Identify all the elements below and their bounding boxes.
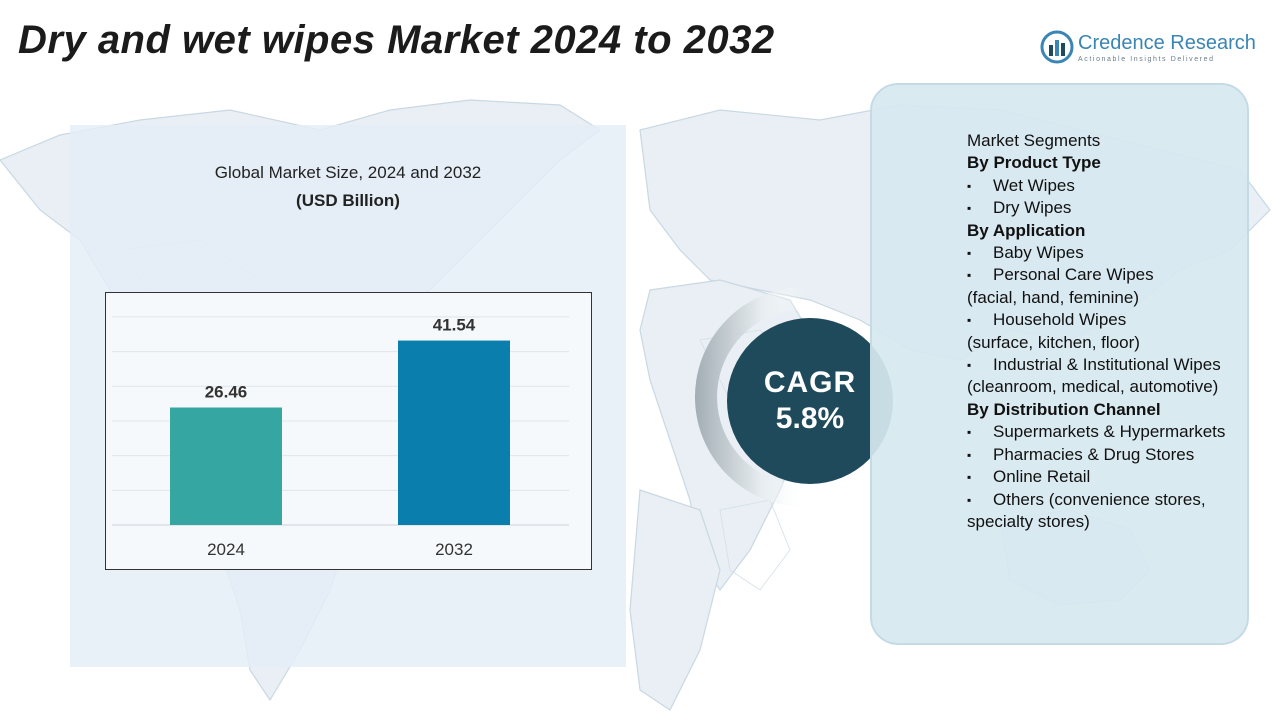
bullet-icon: ▪ — [967, 358, 972, 373]
segment-item-label: Others (convenience stores, specialty st… — [967, 489, 1206, 531]
bar-2024 — [170, 407, 282, 525]
cagr-badge: CAGR 5.8% — [727, 318, 893, 484]
segment-group-title: By Application — [967, 220, 1086, 240]
x-tick-label-2024: 2024 — [207, 540, 245, 559]
segments-list: Market Segments By Product Type ▪ Wet Wipe… — [967, 130, 1249, 533]
segment-item: ▪ Others (convenience stores, specialty s… — [967, 489, 1249, 534]
cagr-label: CAGR — [763, 366, 857, 399]
brand[interactable]: Credence Research Actionable Insights De… — [1040, 30, 1260, 70]
segment-item-label: Wet Wipes — [993, 175, 1075, 195]
segment-item: ▪ Dry Wipes — [967, 197, 1249, 219]
segment-item: ▪ Baby Wipes — [967, 242, 1249, 264]
segment-item-label: Baby Wipes — [993, 243, 1084, 263]
page-title: Dry and wet wipes Market 2024 to 2032 — [18, 18, 775, 62]
segment-item-detail: (facial, hand, feminine) — [967, 287, 1139, 307]
data-label-2032: 41.54 — [433, 316, 476, 335]
segment-item-label: Dry Wipes — [993, 198, 1072, 218]
brand-logo-icon — [1040, 30, 1074, 64]
x-tick-label-2032: 2032 — [435, 540, 473, 559]
bullet-icon: ▪ — [967, 178, 972, 193]
brand-tagline: Actionable Insights Delivered — [1078, 56, 1215, 63]
chart-panel: Global Market Size, 2024 and 2032 (USD B… — [70, 125, 626, 667]
segment-item: ▪ Industrial & Institutional Wipes (cleanr… — [967, 354, 1249, 399]
bullet-icon: ▪ — [967, 447, 972, 462]
segment-item-label: Online Retail — [993, 467, 1091, 487]
bullet-icon: ▪ — [967, 492, 972, 507]
segment-group-title: By Distribution Channel — [967, 399, 1161, 419]
segment-item: ▪ Pharmacies & Drug Stores — [967, 444, 1249, 466]
cagr-value: 5.8% — [775, 402, 845, 435]
segment-item-label: Household Wipes — [993, 310, 1127, 330]
segments-panel: Market Segments By Product Type ▪ Wet Wipe… — [870, 83, 1249, 645]
segment-item-detail: (surface, kitchen, floor) — [967, 332, 1140, 352]
bullet-icon: ▪ — [967, 313, 972, 328]
segment-item-detail: (cleanroom, medical, automotive) — [967, 377, 1219, 397]
segment-item: ▪ Personal Care Wipes (facial, hand, femin… — [967, 264, 1249, 309]
brand-name: Credence Research — [1078, 32, 1256, 54]
data-label-2024: 26.46 — [205, 383, 248, 402]
plot-area: 26.46 2024 41.54 2032 — [105, 292, 592, 570]
bar-chart: 26.46 2024 41.54 2032 — [112, 316, 569, 559]
cagr-ring-decoration — [695, 287, 805, 507]
segment-item-label: Pharmacies & Drug Stores — [993, 444, 1195, 464]
chart-unit-label: (USD Billion) — [296, 191, 400, 210]
bar-2032 — [398, 340, 510, 525]
segment-item-label: Industrial & Institutional Wipes — [993, 355, 1221, 375]
segments-heading: Market Segments — [967, 131, 1101, 150]
segment-group-title: By Product Type — [967, 153, 1101, 173]
segment-item: ▪ Online Retail — [967, 466, 1249, 488]
segment-item: ▪ Household Wipes (surface, kitchen, floor… — [967, 309, 1249, 354]
chart-title: Global Market Size, 2024 and 2032 — [214, 163, 482, 182]
bullet-icon: ▪ — [967, 201, 972, 216]
bullet-icon: ▪ — [967, 268, 972, 283]
segment-item: ▪ Wet Wipes — [967, 175, 1249, 197]
segment-item: ▪ Supermarkets & Hypermarkets — [967, 421, 1249, 443]
segment-item-label: Personal Care Wipes — [993, 265, 1154, 285]
bullet-icon: ▪ — [967, 246, 972, 261]
bullet-icon: ▪ — [967, 425, 972, 440]
segment-item-label: Supermarkets & Hypermarkets — [993, 422, 1226, 442]
bullet-icon: ▪ — [967, 470, 972, 485]
